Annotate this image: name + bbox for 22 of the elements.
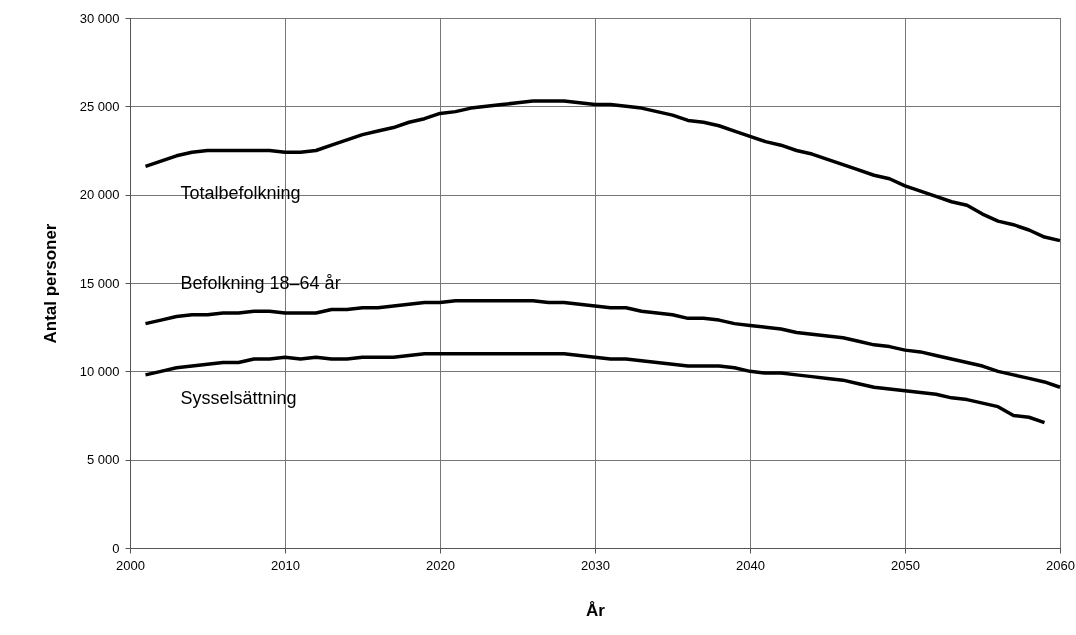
y-tick-label: 30 000	[79, 10, 120, 26]
y-tick-label: 15 000	[79, 275, 120, 291]
x-axis-title: År	[586, 600, 606, 620]
x-tick-label: 2060	[1046, 557, 1075, 573]
x-tick-label: 2040	[736, 557, 765, 573]
y-axis-title: Antal personer	[40, 223, 60, 344]
y-tick-label: 0	[112, 540, 120, 556]
line-series	[143, 298, 1062, 389]
y-tick-label: 5 000	[86, 452, 120, 468]
y-tick-label: 20 000	[79, 187, 120, 203]
x-tick-label: 2000	[116, 557, 145, 573]
x-tick-label: 2050	[891, 557, 920, 573]
line-series	[143, 99, 1062, 243]
y-tick-label: 10 000	[79, 363, 120, 379]
series-label: Totalbefolkning	[180, 183, 301, 204]
line-series	[143, 351, 1047, 425]
series-label: Befolkning 18–64 år	[180, 272, 341, 293]
x-tick-label: 2010	[271, 557, 300, 573]
x-tick-label: 2020	[426, 557, 455, 573]
x-tick-label: 2030	[581, 557, 610, 573]
series-label: Sysselsättning	[180, 387, 297, 408]
y-tick-label: 25 000	[79, 98, 120, 114]
